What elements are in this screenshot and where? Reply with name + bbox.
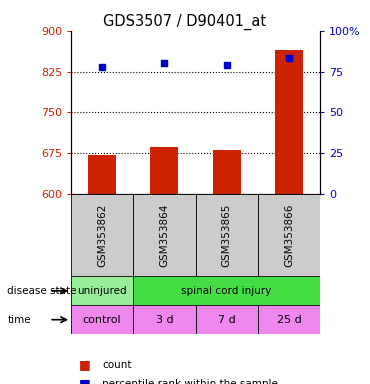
Point [99, 63, 105, 70]
Text: 3 d: 3 d [156, 314, 173, 325]
Text: GSM353864: GSM353864 [159, 204, 169, 267]
Text: GSM353866: GSM353866 [284, 204, 294, 267]
Bar [151, 147, 178, 194]
Text: GSM353862: GSM353862 [97, 204, 107, 267]
Text: 25 d: 25 d [276, 314, 301, 325]
Text: GDS3507 / D90401_at: GDS3507 / D90401_at [104, 13, 266, 30]
Text: GSM353865: GSM353865 [222, 204, 232, 267]
Text: 7 d: 7 d [218, 314, 236, 325]
Bar [133, 305, 196, 334]
Bar [275, 50, 303, 194]
Point [161, 60, 167, 66]
Text: uninjured: uninjured [77, 286, 127, 296]
Text: disease state: disease state [7, 286, 77, 296]
Bar [258, 194, 320, 276]
Text: time: time [7, 314, 31, 325]
Bar [133, 276, 320, 305]
Bar [88, 155, 116, 194]
Bar [71, 276, 133, 305]
Text: count: count [102, 360, 132, 370]
Point [286, 55, 292, 61]
Point [224, 62, 230, 68]
Bar [196, 194, 258, 276]
Bar [258, 305, 320, 334]
Bar [71, 194, 133, 276]
Bar [133, 194, 196, 276]
Text: ■: ■ [78, 358, 90, 371]
Text: ■: ■ [78, 377, 90, 384]
Text: control: control [83, 314, 121, 325]
Bar [196, 305, 258, 334]
Bar [71, 305, 133, 334]
Bar [213, 150, 240, 194]
Text: percentile rank within the sample: percentile rank within the sample [102, 379, 278, 384]
Text: spinal cord injury: spinal cord injury [181, 286, 272, 296]
